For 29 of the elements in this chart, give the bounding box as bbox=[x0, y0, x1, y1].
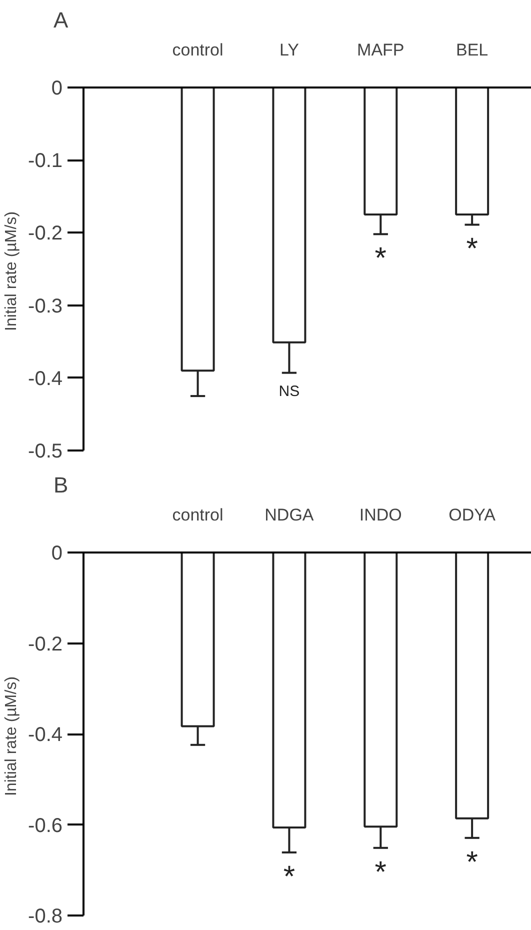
y-tick-label: -0.6 bbox=[28, 814, 63, 837]
chart-title: B bbox=[54, 472, 68, 498]
x-tick-label: BEL bbox=[456, 40, 488, 60]
x-tick-label: INDO bbox=[359, 506, 402, 524]
y-tick-label: 0 bbox=[51, 542, 62, 564]
x-tick-label: control bbox=[172, 40, 224, 60]
data-label: * bbox=[374, 242, 387, 276]
data-label: * bbox=[466, 846, 478, 879]
x-tick-label: control bbox=[172, 506, 224, 524]
y-tick-label: -0.2 bbox=[28, 633, 63, 656]
y-axis-title: Initial rate (µM/s) bbox=[3, 211, 20, 331]
data-label: NS bbox=[278, 382, 300, 400]
x-tick-label: LY bbox=[279, 40, 299, 60]
data-label: * bbox=[466, 232, 478, 266]
y-tick-label: -0.1 bbox=[28, 150, 63, 172]
y-axis-title: Initial rate (µM/s) bbox=[3, 676, 20, 796]
data-label: * bbox=[374, 856, 387, 889]
y-tick-label: -0.4 bbox=[28, 368, 63, 390]
y-tick-label: 0 bbox=[51, 78, 62, 100]
x-tick-label: NDGA bbox=[264, 506, 314, 524]
data-label: * bbox=[283, 860, 296, 894]
y-tick-label: -0.8 bbox=[28, 906, 63, 928]
chart-title: A bbox=[54, 8, 68, 32]
y-tick-label: -0.3 bbox=[28, 295, 63, 318]
y-tick-label: -0.5 bbox=[28, 440, 63, 462]
x-tick-label: ODYA bbox=[448, 506, 496, 524]
y-tick-label: -0.4 bbox=[28, 724, 63, 746]
y-tick-label: -0.2 bbox=[28, 222, 63, 245]
x-tick-label: MAFP bbox=[357, 40, 404, 60]
